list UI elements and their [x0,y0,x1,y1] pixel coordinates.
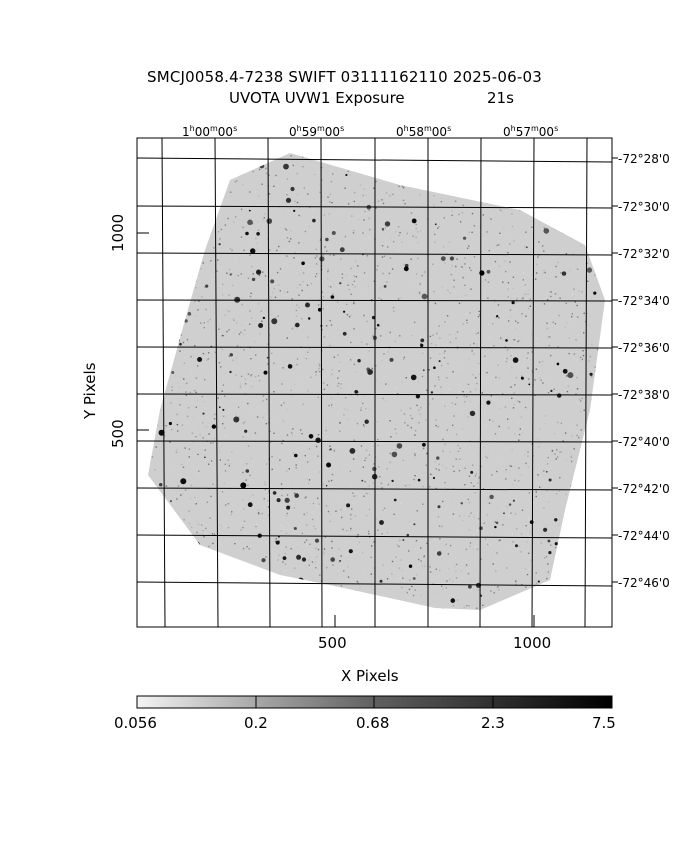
dec-label-3: -72°32'0 [618,247,670,261]
coordinate-grid [136,137,613,628]
colorbar-ticks [255,696,494,708]
dec-label-9: -72°44'0 [618,529,670,543]
dec-label-6: -72°38'0 [618,388,670,402]
dec-label-1: -72°28'0 [618,152,670,166]
exposure-time: 21s [487,89,514,107]
x-tick-1000: 1000 [513,634,552,652]
colorbar-label-4: 7.5 [592,714,616,732]
image-subtitle: UVOTA UVW1 Exposure [229,89,405,107]
axis-ticks [137,157,618,627]
dec-label-4: -72°34'0 [618,294,670,308]
colorbar-label-0: 0.056 [114,714,157,732]
x-axis-label: X Pixels [341,667,399,685]
ra-label-3: 0h58m00s [396,124,452,139]
ra-label-2: 0h59m00s [289,124,345,139]
dec-label-2: -72°30'0 [618,200,670,214]
dec-label-7: -72°40'0 [618,435,670,449]
x-tick-500: 500 [318,634,347,652]
image-title: SMCJ0058.4-7238 SWIFT 03111162110 2025-0… [147,68,542,86]
dec-label-10: -72°46'0 [618,576,670,590]
dec-label-8: -72°42'0 [618,482,670,496]
y-tick-1000: 1000 [109,213,127,252]
colorbar-label-2: 0.68 [356,714,390,732]
ra-label-1: 1h00m00s [182,124,238,139]
y-axis-label: Y Pixels [81,362,99,419]
ra-label-4: 0h57m00s [503,124,559,139]
colorbar-label-1: 0.2 [244,714,268,732]
colorbar-label-3: 2.3 [481,714,505,732]
dec-label-5: -72°36'0 [618,341,670,355]
y-tick-500: 500 [109,419,127,448]
